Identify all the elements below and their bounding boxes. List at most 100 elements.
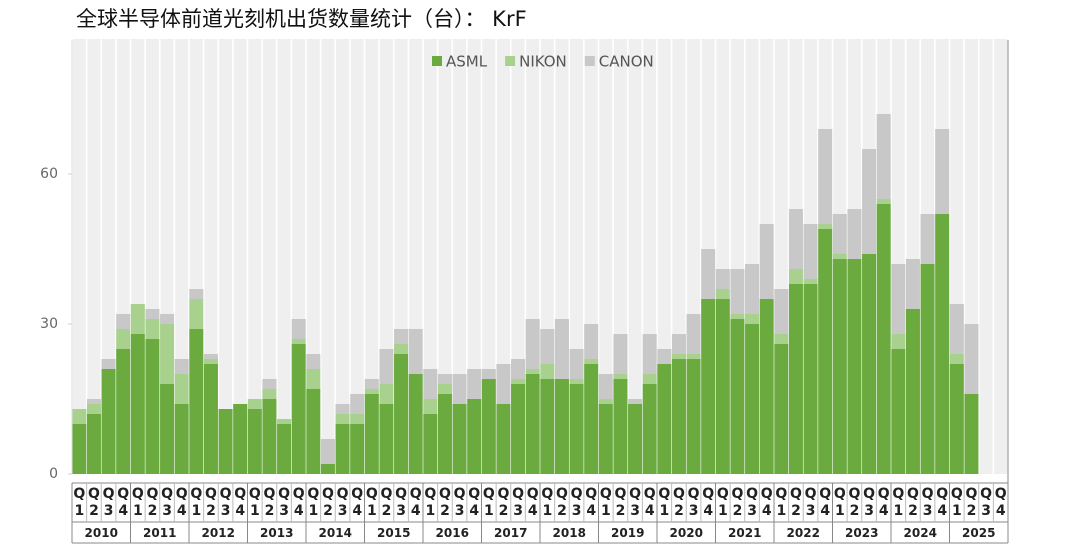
bar-segment [277,419,292,424]
bar-segment [569,379,584,384]
bar-segment [130,304,145,334]
bar-segment [745,324,760,474]
x-tick-label: Q3 [687,486,700,519]
bar-segment [247,399,262,409]
bar-segment [335,404,350,414]
column-bg [72,39,86,474]
x-tick-label: Q4 [585,486,598,519]
bar-segment [847,209,862,259]
bar-segment [467,399,482,474]
x-tick-label: Q1 [658,486,671,519]
bar-segment [613,334,628,374]
bar-segment [306,354,321,369]
x-tick-label: Q4 [643,486,656,519]
bar-segment [350,424,365,474]
bar-segment [832,254,847,259]
x-tick-label: Q3 [863,486,876,519]
x-tick-label: Q1 [424,486,437,519]
x-tick-label: Q2 [906,486,919,519]
bar-segment [730,319,745,474]
bar-segment [876,204,891,474]
bar-segment [189,329,204,474]
year-label: 2017 [494,526,528,540]
bar-segment [818,229,833,474]
column-bg [423,39,437,474]
bar-segment [730,269,745,314]
bar-segment [628,404,643,474]
bar-segment [540,329,555,364]
bar-segment [203,354,218,359]
bar-segment [350,414,365,424]
column-bg [438,39,452,474]
bar-segment [320,464,335,474]
bar-segment [569,349,584,379]
bar-segment [423,414,438,474]
x-tick-label: Q3 [161,486,174,519]
year-label: 2011 [143,526,177,540]
bar-segment [715,269,730,289]
bar-segment [496,404,511,474]
bar-segment [437,374,452,384]
bar-segment [774,344,789,474]
bar-segment [832,214,847,254]
bar-segment [496,364,511,404]
bar-segment [277,424,292,474]
bar-segment [598,374,613,399]
legend-label: CANON [599,53,654,71]
bar-segment [306,369,321,389]
year-label: 2021 [728,526,762,540]
bar-segment [174,404,189,474]
bar-segment [72,424,87,474]
bar-segment [203,364,218,474]
bar-segment [86,404,101,414]
column-bg [219,39,233,474]
bar-segment [818,224,833,229]
year-label: 2013 [260,526,294,540]
bar-segment [598,399,613,404]
column-bg [365,39,379,474]
bar-segment [905,259,920,309]
bar-segment [701,249,716,299]
x-tick-label: Q4 [819,486,832,519]
bar-segment [803,224,818,279]
bar-segment [891,334,906,349]
bar-segment [145,309,160,319]
bar-segment [320,439,335,464]
bar-segment [379,384,394,404]
legend-swatch [584,56,595,66]
bar-segment [291,344,306,474]
column-bg [453,39,467,474]
x-tick-label: Q2 [672,486,685,519]
x-tick-label: Q2 [380,486,393,519]
bar-segment [379,349,394,384]
bar-segment [891,349,906,474]
x-tick-label: Q1 [131,486,144,519]
x-tick-label: Q3 [629,486,642,519]
bar-segment [233,404,248,474]
bar-segment [525,374,540,474]
bar-segment [964,394,979,474]
bar-segment [525,369,540,374]
bar-segment [262,399,277,474]
year-label: 2018 [552,526,586,540]
chart-title: 全球半导体前道光刻机出货数量统计（台）： KrF [76,7,527,31]
column-bg [277,39,291,474]
year-label: 2015 [377,526,411,540]
x-tick-label: Q4 [175,486,188,519]
bar-segment [291,339,306,344]
year-label: 2023 [845,526,879,540]
bar-segment [130,334,145,474]
bar-segment [350,394,365,414]
bar-segment [949,304,964,354]
bar-segment [394,354,409,474]
bar-segment [730,314,745,319]
x-tick-label: Q1 [892,486,905,519]
bar-segment [408,329,423,374]
column-bg [336,39,350,474]
y-tick-label: 0 [49,466,58,482]
bar-segment [554,379,569,474]
bar-segment [145,319,160,339]
bar-segment [642,384,657,474]
bar-segment [116,349,131,474]
